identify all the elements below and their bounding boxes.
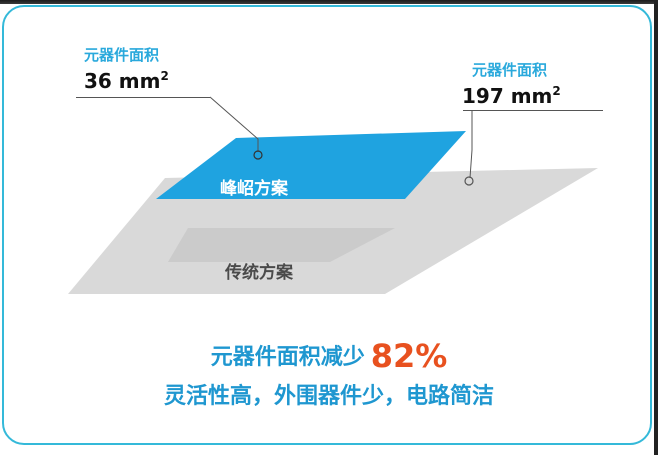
large-callout-leader — [469, 110, 473, 179]
small-area-value: 36 mm2 — [84, 64, 169, 93]
large-callout-underline — [463, 110, 603, 111]
right-edge-strip — [654, 0, 658, 455]
top-edge-strip — [0, 0, 658, 4]
small-callout-anchor — [253, 150, 263, 160]
fengtiao-plate — [156, 131, 466, 199]
large-callout-anchor — [464, 176, 474, 186]
small-area-callout: 元器件面积 36 mm2 — [84, 46, 169, 94]
summary-headline: 元器件面积减少 82% — [0, 337, 658, 375]
small-callout-leader — [209, 96, 259, 152]
summary-benefits: 灵活性高，外围器件少，电路简洁 — [163, 384, 494, 409]
summary-headline-text: 元器件面积减少 — [210, 345, 365, 370]
large-area-value: 197 mm2 — [462, 79, 561, 108]
fengtiao-plate-label: 峰岹方案 — [220, 179, 288, 199]
traditional-plate-label: 传统方案 — [225, 263, 293, 283]
small-area-label: 元器件面积 — [84, 46, 160, 64]
small-area-unit-sup: 2 — [160, 69, 169, 83]
small-callout-underline — [76, 97, 210, 98]
reduction-percent: 82% — [370, 337, 448, 375]
large-area-callout: 元器件面积 197 mm2 — [462, 61, 561, 109]
large-area-unit-sup: 2 — [552, 84, 561, 98]
top-plate-shadow — [168, 228, 395, 262]
large-area-number: 197 mm — [462, 84, 553, 108]
small-area-number: 36 mm — [84, 69, 161, 93]
large-area-label: 元器件面积 — [472, 61, 548, 79]
